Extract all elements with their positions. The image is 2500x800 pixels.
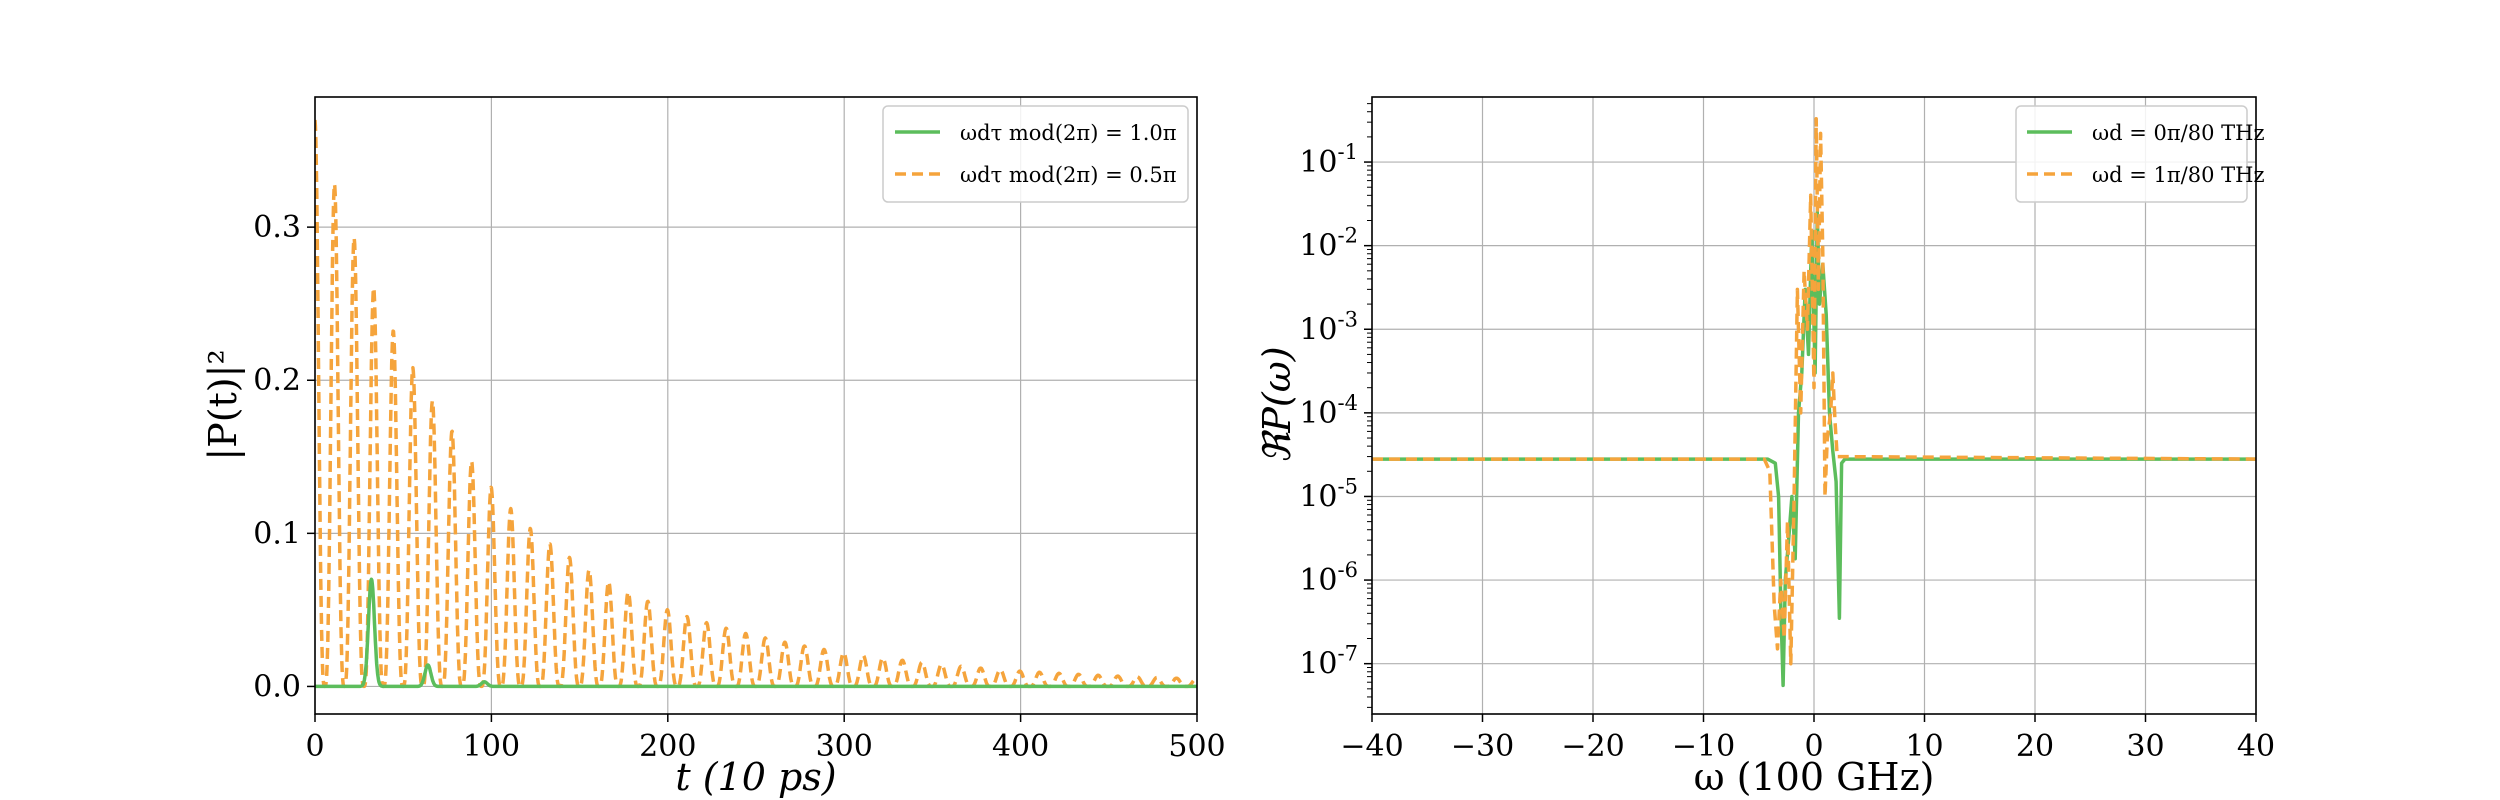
series-line-solid	[315, 577, 1197, 689]
x-tick-label: −30	[1451, 729, 1514, 764]
y-tick-label: 10-5	[1299, 474, 1358, 514]
y-tick-label: 0.3	[253, 210, 301, 245]
x-tick-label: 0	[305, 729, 324, 764]
x-tick-label: −10	[1672, 729, 1735, 764]
time-domain-ticks: 0 100 200 300 400 500 0.0 0.1 0.2 0.3	[253, 210, 1225, 764]
x-tick-label: 300	[816, 729, 873, 764]
time-domain-legend: ωdτ mod(2π) = 1.0π ωdτ mod(2π) = 0.5π	[882, 105, 1189, 203]
series-line-solid	[1372, 210, 2256, 688]
x-tick-label: 200	[639, 729, 696, 764]
frequency-domain-x-axis-label: ω (100 GHz)	[1694, 755, 1935, 799]
y-tick-label: 10-1	[1299, 140, 1358, 180]
time-domain-y-axis-label: |P(t)|²	[201, 349, 245, 460]
frequency-domain-legend-box	[2015, 105, 2248, 203]
y-tick-label: 0.2	[253, 363, 301, 398]
time-domain-series-layer	[315, 119, 1197, 689]
x-tick-label: 100	[463, 729, 520, 764]
x-tick-label: 500	[1168, 729, 1225, 764]
x-tick-label: 400	[992, 729, 1049, 764]
frequency-domain-panel: −40 −30 −20 −10 0 10 20 30 40 10-7 10-6 10-5 10-4 10-…	[1255, 96, 2275, 799]
x-tick-label: 0	[1804, 729, 1823, 764]
y-tick-label: 0.1	[253, 516, 301, 551]
time-domain-panel: 0 100 200 300 400 500 0.0 0.1 0.2 0.3 t (10 ps) |…	[201, 96, 1226, 799]
y-tick-label: 10-3	[1299, 307, 1358, 347]
y-tick-label: 10-6	[1299, 558, 1358, 598]
frequency-domain-ticks: −40 −30 −20 −10 0 10 20 30 40 10-7 10-6 10-5 10-4 10-…	[1299, 103, 2275, 764]
y-tick-label: 0.0	[253, 669, 301, 704]
series-line-dashed	[1372, 116, 2256, 666]
legend-label-series-2: ωdτ mod(2π) = 0.5π	[960, 163, 1177, 187]
x-tick-label: −40	[1340, 729, 1403, 764]
x-tick-label: 10	[1905, 729, 1943, 764]
y-tick-label: 10-2	[1299, 224, 1358, 264]
frequency-domain-series-layer	[1372, 116, 2256, 688]
legend-label-series-1: ωdτ mod(2π) = 1.0π	[960, 121, 1177, 145]
legend-label-series-1: ωd = 0π/80 THz	[2092, 121, 2265, 145]
legend-label-series-2: ωd = 1π/80 THz	[2092, 163, 2265, 187]
y-tick-label: 10-7	[1299, 642, 1358, 682]
x-tick-label: 20	[2016, 729, 2054, 764]
frequency-domain-legend: ωd = 0π/80 THz ωd = 1π/80 THz	[2015, 105, 2265, 203]
x-tick-label: 30	[2126, 729, 2164, 764]
x-tick-label: −20	[1561, 729, 1624, 764]
time-domain-axes-frame	[314, 96, 1198, 715]
time-domain-legend-box	[882, 105, 1189, 203]
x-tick-label: 40	[2237, 729, 2275, 764]
frequency-domain-y-axis-label: ℜP(ω)	[1255, 346, 1299, 463]
series-line-dashed	[315, 119, 1197, 689]
time-domain-x-axis-label: t (10 ps)	[675, 755, 836, 799]
y-tick-label: 10-4	[1299, 391, 1358, 431]
